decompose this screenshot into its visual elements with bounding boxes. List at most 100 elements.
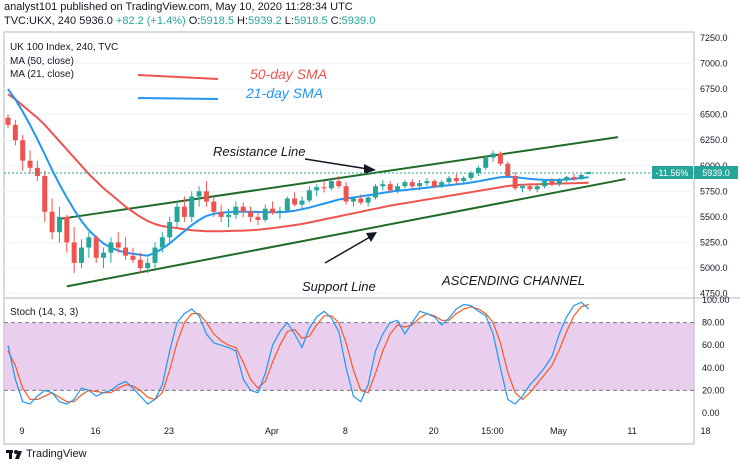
candle-body [512,176,518,189]
candle-body [226,214,231,217]
stoch-tick-label: 100.00 [702,295,730,305]
candle-body [564,177,570,181]
price-tag [694,166,738,179]
candle-body [64,216,70,243]
candle-body [130,255,136,260]
candle-body [5,117,11,125]
candle-body [270,208,276,213]
sma50-annotation: 50-day SMA [250,66,327,82]
candle-body [284,198,290,211]
y-tick-label: 6250.0 [700,135,728,145]
candle-body [145,262,151,268]
support-line [66,178,626,288]
candle-body [336,181,342,187]
support-arrow [324,236,371,264]
candle-body [306,190,312,201]
candle-body [328,181,334,189]
candle-body [350,198,356,202]
candle-body [49,211,55,233]
y-tick-label: 6750.0 [700,84,728,94]
y-tick-label: 6500.0 [700,110,728,120]
candle-body [292,198,298,205]
stoch-tick-label: 20.00 [702,385,725,395]
y-tick-label: 7250.0 [700,33,728,43]
x-tick-label: Apr [265,426,279,436]
candle-body [497,153,503,164]
sma21-annotation: 21-day SMA [245,85,323,101]
candle-body [395,186,401,191]
y-tick-label: 5750.0 [700,186,728,196]
sma50-key-line [137,74,219,80]
pct-tag-text: -11.56% [656,168,689,178]
candle-body [387,184,393,191]
close-label: C: [330,15,342,27]
candle-body [137,259,143,268]
y-tick-label: 4750.0 [700,289,728,299]
candle-body [108,242,114,253]
candle-body [123,247,129,256]
candle-body [79,247,84,263]
candle-body [483,157,489,168]
candle-body [453,178,459,182]
candle-body [240,206,246,212]
candle-body [189,196,195,217]
candle-body [12,124,18,141]
candle-body [373,186,378,198]
stoch-k-line [7,301,590,405]
stoch-tick-label: 40.00 [702,363,725,373]
price-tag-text: 5939.0 [702,168,730,178]
support-annotation: Support Line [302,279,376,294]
stoch-tick-label: 0.00 [702,408,720,418]
candle-body [527,186,533,190]
price-change: +82.2 (+1.4%) [115,15,186,27]
candle-body [262,208,268,220]
candle-body [56,216,62,233]
candle-body [468,172,474,179]
candle-body [424,181,430,184]
candle-body [248,211,254,217]
pct-tag [652,166,693,179]
y-tick-label: 6000.0 [700,161,728,171]
candle-body [218,211,224,217]
candle-body [71,242,77,263]
candle-body [365,197,371,203]
candle-body [27,160,33,168]
y-tick-label: 5500.0 [700,212,728,222]
candle-body [446,178,452,183]
candle-body [549,181,555,185]
candle-body [20,140,26,161]
candle-body [534,186,540,190]
symbol: TVC:UKX, 240 [4,15,77,27]
resistance-arrow [304,158,369,170]
last-price: 5936.0 [79,15,113,27]
candle-body [211,201,217,212]
candle-body [42,176,48,212]
candle-body [314,187,320,191]
chart-frame [3,31,695,445]
stoch-title: Stoch (14, 3, 3) [10,307,78,318]
candle-body [174,206,180,222]
stoch-tick-label: 60.00 [702,340,725,350]
x-tick-label: 8 [343,426,348,436]
x-tick-label: 16 [90,426,100,436]
x-tick-label: 20 [429,426,439,436]
candle-body [101,252,107,258]
candle-body [343,186,349,202]
y-tick-label: 5000.0 [700,263,728,273]
tradingview-logo-icon [6,450,22,459]
publish-info: analyst101 published on TradingView.com,… [4,1,353,13]
x-tick-label: 9 [19,426,24,436]
candle-body [505,163,511,176]
candle-body [431,181,437,187]
candle-body [93,237,99,258]
candle-body [196,191,202,197]
low-label: L: [284,15,294,27]
sma21-key-line [137,97,219,100]
candle-body [571,177,577,180]
candle-body [461,178,467,182]
channel-annotation: ASCENDING CHANNEL [441,273,585,288]
ma50-line [7,93,589,233]
close-value: 5939.0 [341,15,376,27]
candle-body [167,222,173,238]
